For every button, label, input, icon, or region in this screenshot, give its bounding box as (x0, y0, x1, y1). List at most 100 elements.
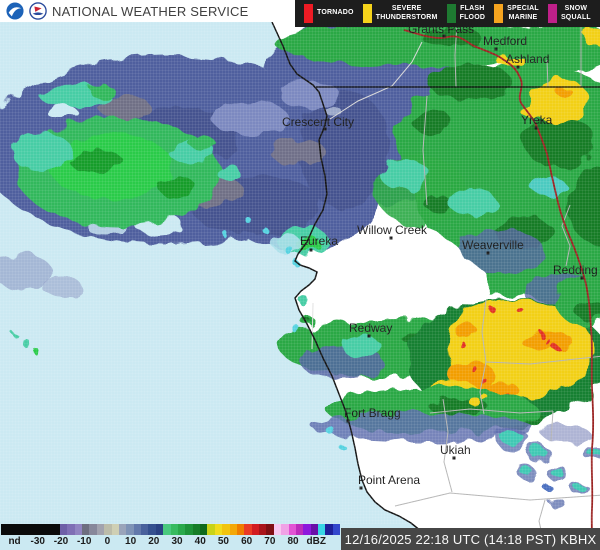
city-marker (486, 251, 490, 255)
colorbar-segment (185, 524, 193, 535)
city-marker (452, 456, 456, 460)
colorbar-segment (59, 524, 68, 535)
city-label: Crescent City (282, 115, 354, 129)
colorbar-segment (310, 524, 319, 535)
colorbar-segment (303, 524, 311, 535)
scale-tick-label: -30 (30, 536, 45, 547)
colorbar-segment (281, 524, 289, 535)
city-marker (516, 65, 520, 69)
colorbar-segment (155, 524, 164, 535)
city-label: Ukiah (440, 443, 471, 457)
warning-swatch (446, 4, 456, 23)
city-label: Weaverville (462, 238, 524, 252)
scale-tick-label: 80 (287, 536, 299, 547)
colorbar-segment (133, 524, 142, 535)
warning-legend: TORNADO SEVERE THUNDERSTORM FLASH FLOOD SPE… (295, 0, 600, 27)
scale-tick-label: 50 (217, 536, 229, 547)
colorbar-segment (266, 524, 274, 535)
city-marker (534, 126, 538, 130)
timestamp-text: 12/16/2025 22:18 UTC (14:18 PST) KBHX (344, 531, 597, 547)
warning-label: FLASH FLOOD (459, 5, 486, 21)
status-bar: 12/16/2025 22:18 UTC (14:18 PST) KBHX (341, 528, 600, 550)
warning-legend-item: SPECIAL MARINE (494, 4, 539, 23)
warning-legend-item: SNOW SQUALL (547, 4, 591, 23)
scale-tick-label: 70 (264, 536, 276, 547)
scale-tick-label: 60 (241, 536, 253, 547)
warning-legend-item: FLASH FLOOD (446, 4, 486, 23)
colorbar-segment (318, 524, 326, 535)
colorbar-segment (288, 524, 296, 535)
colorbar-segment (118, 524, 127, 535)
warning-label: SPECIAL MARINE (507, 5, 539, 21)
scale-tick-label: 0 (104, 536, 111, 547)
colorbar-segment (67, 524, 75, 535)
colorbar-segment (111, 524, 119, 535)
city-marker (346, 419, 350, 423)
warning-label: SNOW SQUALL (560, 5, 591, 21)
dbz-colorbar (1, 524, 341, 535)
scale-tick-label: nd (8, 536, 21, 547)
warning-label: TORNADO (317, 9, 354, 17)
colorbar-segment (89, 524, 97, 535)
colorbar-segment (236, 524, 245, 535)
nws-logo (29, 2, 47, 20)
highway-i5 (403, 29, 595, 550)
colorbar-segment (1, 524, 60, 535)
colorbar-segment (141, 524, 149, 535)
scale-tick-label: dBZ (306, 536, 326, 547)
scale-tick-label: 10 (125, 536, 137, 547)
colorbar-segment (244, 524, 252, 535)
noaa-logo (6, 2, 24, 20)
dbz-scale-ticks: nd -30 -20 -10 0 10 20 30 40 50 60 70 80 dBZ (1, 536, 340, 548)
coastline (271, 21, 433, 550)
city-label: Redway (349, 321, 392, 335)
city-label: Redding (553, 263, 598, 277)
warning-label: SEVERE THUNDERSTORM (375, 5, 438, 21)
colorbar-segment (163, 524, 171, 535)
scale-tick-label: 20 (148, 536, 160, 547)
city-marker (323, 127, 327, 131)
city-marker (494, 47, 498, 51)
scale-tick-label: 30 (171, 536, 183, 547)
warning-swatch (547, 4, 557, 23)
city-marker (309, 248, 313, 252)
colorbar-segment (170, 524, 178, 535)
city-marker (359, 486, 363, 490)
colorbar-segment (251, 524, 260, 535)
city-label: Willow Creek (357, 223, 428, 237)
colorbar-segment (104, 524, 112, 535)
city-label: Eureka (300, 234, 338, 248)
colorbar-segment (222, 524, 230, 535)
colorbar-segment (332, 524, 341, 535)
scale-tick-label: -20 (53, 536, 69, 547)
city-label: Fort Bragg (344, 406, 401, 420)
colorbar-segment (96, 524, 105, 535)
colorbar-segment (207, 524, 215, 535)
warning-swatch (304, 4, 314, 23)
colorbar-segment (177, 524, 186, 535)
colorbar-segment (126, 524, 134, 535)
colorbar-segment (192, 524, 201, 535)
city-label: Medford (483, 34, 527, 48)
colorbar-segment (295, 524, 304, 535)
city-marker (389, 236, 393, 240)
colorbar-segment (325, 524, 333, 535)
city-label: Point Arena (358, 473, 420, 487)
warning-legend-item: SEVERE THUNDERSTORM (362, 4, 438, 23)
colorbar-segment (148, 524, 156, 535)
city-label: Ashland (506, 52, 549, 66)
colorbar-segment (229, 524, 237, 535)
scale-tick-label: 40 (194, 536, 206, 547)
warning-swatch (362, 4, 372, 23)
colorbar-segment (200, 524, 208, 535)
warning-legend-item: TORNADO (304, 4, 354, 23)
radar-echoes (0, 15, 600, 508)
colorbar-segment (259, 524, 267, 535)
colorbar-segment (273, 524, 282, 535)
colorbar-segment (214, 524, 223, 535)
warning-swatch (494, 4, 504, 23)
header-bar: NATIONAL WEATHER SERVICE (0, 0, 296, 22)
colorbar-segment (82, 524, 90, 535)
